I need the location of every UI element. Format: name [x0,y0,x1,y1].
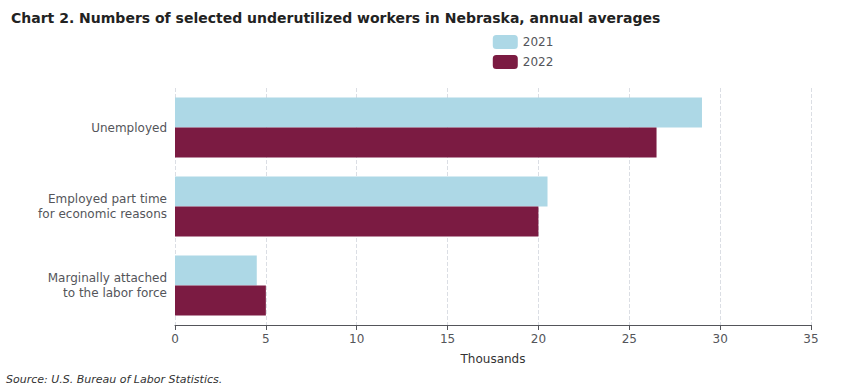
svg-text:Thousands: Thousands [460,352,526,366]
svg-text:5: 5 [262,332,270,346]
svg-text:15: 15 [440,332,455,346]
svg-text:for economic reasons: for economic reasons [38,207,167,221]
svg-text:Marginally attached: Marginally attached [48,271,167,285]
svg-text:Unemployed: Unemployed [91,121,167,135]
svg-text:Source: U.S. Bureau of Labor S: Source: U.S. Bureau of Labor Statistics. [6,373,222,386]
svg-text:0: 0 [171,332,179,346]
svg-text:25: 25 [622,332,637,346]
svg-text:30: 30 [713,332,728,346]
svg-text:2021: 2021 [523,35,554,49]
svg-text:10: 10 [349,332,364,346]
svg-text:to the labor force: to the labor force [63,286,167,300]
svg-text:20: 20 [531,332,546,346]
svg-text:2022: 2022 [523,55,554,69]
svg-text:Chart 2. Numbers of selected u: Chart 2. Numbers of selected underutiliz… [11,10,660,26]
svg-text:35: 35 [803,332,818,346]
svg-text:Employed part time: Employed part time [48,192,167,206]
